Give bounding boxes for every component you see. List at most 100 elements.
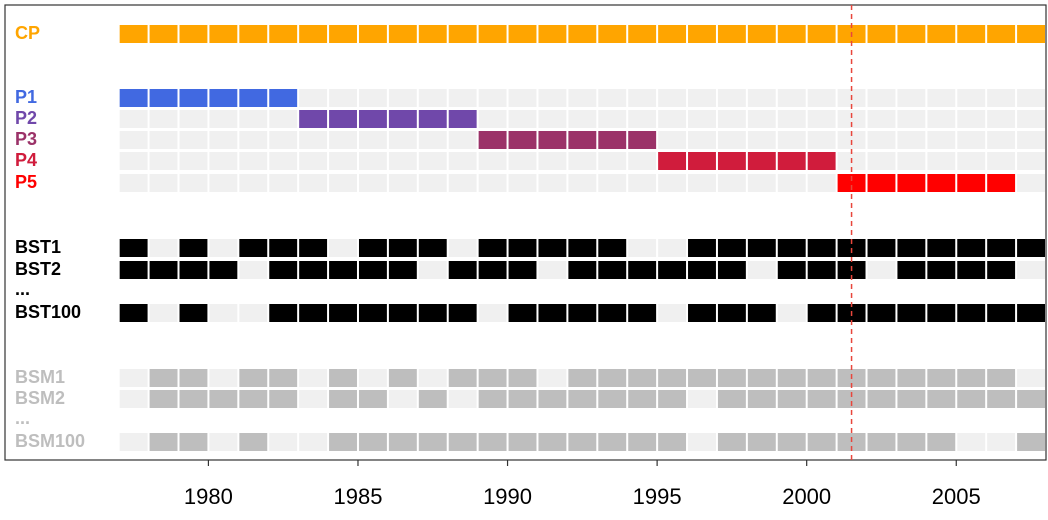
tile [598, 131, 627, 149]
tile [568, 433, 597, 451]
tile [478, 174, 507, 192]
tile [448, 25, 477, 43]
tile [478, 369, 507, 387]
tile [179, 390, 208, 408]
tile [1017, 89, 1045, 107]
tile [388, 261, 417, 279]
tile [329, 131, 357, 149]
tile [957, 152, 986, 170]
tile [358, 433, 387, 451]
tile [299, 239, 328, 257]
tile [598, 174, 627, 192]
tile [448, 304, 477, 322]
tile [119, 25, 148, 43]
tile [179, 261, 208, 279]
tile [957, 25, 986, 43]
tile [149, 174, 178, 192]
tile [478, 239, 507, 257]
tile [239, 390, 268, 408]
tile [927, 152, 956, 170]
tile [209, 433, 238, 451]
tile [478, 89, 507, 107]
tile [418, 89, 447, 107]
tile [987, 174, 1016, 192]
tile [658, 174, 687, 192]
tile [807, 369, 836, 387]
tile [807, 174, 836, 192]
tile [538, 433, 567, 451]
tile [777, 174, 806, 192]
tile [149, 239, 178, 257]
tile [149, 304, 178, 322]
tile [717, 261, 746, 279]
tile [478, 261, 507, 279]
tile [1017, 239, 1045, 257]
tile [658, 89, 687, 107]
tile [568, 89, 597, 107]
tile [927, 110, 956, 128]
tile [388, 304, 417, 322]
tile [688, 110, 716, 128]
tile [329, 89, 357, 107]
tile [388, 25, 417, 43]
tile [299, 25, 328, 43]
tile [717, 390, 746, 408]
tile [628, 304, 657, 322]
tile [448, 174, 477, 192]
tile [388, 369, 417, 387]
tile [329, 25, 357, 43]
tile [927, 239, 956, 257]
tile [149, 433, 178, 451]
tile [478, 433, 507, 451]
tile [628, 261, 657, 279]
tile [269, 131, 298, 149]
tile [209, 152, 238, 170]
tile [717, 174, 746, 192]
tile [119, 433, 148, 451]
tile [149, 110, 178, 128]
tile [508, 131, 537, 149]
row-label: BST100 [15, 302, 81, 322]
tile [538, 89, 567, 107]
tile [119, 174, 148, 192]
tile [269, 433, 298, 451]
tile [867, 174, 896, 192]
tile [927, 174, 956, 192]
tile [628, 131, 657, 149]
tile [987, 369, 1016, 387]
tile [209, 110, 238, 128]
tile [927, 261, 956, 279]
tile [777, 131, 806, 149]
tile [628, 390, 657, 408]
row-label: P5 [15, 172, 37, 192]
tile [179, 433, 208, 451]
tile [299, 261, 328, 279]
tile [209, 239, 238, 257]
tile [688, 369, 716, 387]
x-tick-label: 1980 [184, 484, 233, 509]
tile [179, 25, 208, 43]
tile [867, 152, 896, 170]
tile [329, 390, 357, 408]
tile [358, 239, 387, 257]
tile [119, 239, 148, 257]
tile [538, 25, 567, 43]
tile [568, 261, 597, 279]
tile [658, 390, 687, 408]
row-label: CP [15, 23, 40, 43]
tile [388, 433, 417, 451]
tile [807, 131, 836, 149]
tile [358, 369, 387, 387]
tile [598, 390, 627, 408]
tile [897, 152, 926, 170]
tile [717, 152, 746, 170]
tile [538, 304, 567, 322]
tile [329, 110, 357, 128]
tile [777, 369, 806, 387]
tile [508, 174, 537, 192]
tile [807, 261, 836, 279]
tile [598, 239, 627, 257]
tile [658, 152, 687, 170]
tile [209, 174, 238, 192]
row-label: BSM100 [15, 431, 85, 451]
